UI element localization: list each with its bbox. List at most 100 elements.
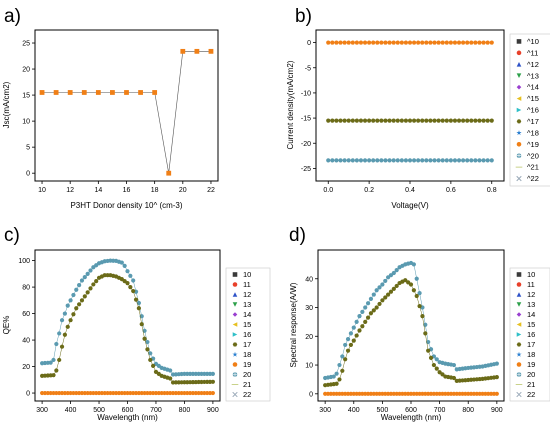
x-tick-label: 600 xyxy=(122,407,134,414)
data-point xyxy=(379,158,384,163)
x-tick-label: 600 xyxy=(405,407,417,414)
data-point xyxy=(437,370,442,375)
x-tick-label: 400 xyxy=(65,407,77,414)
data-point xyxy=(371,118,376,123)
data-point xyxy=(428,158,433,163)
legend-marker xyxy=(232,351,238,357)
data-point xyxy=(71,312,76,317)
data-point xyxy=(387,40,392,45)
data-point xyxy=(71,292,76,298)
data-point xyxy=(436,118,441,123)
data-point xyxy=(345,348,351,353)
legend-label: 13 xyxy=(527,300,535,309)
x-tick-label: 20 xyxy=(179,187,187,194)
data-point xyxy=(473,158,478,163)
data-point xyxy=(395,40,400,45)
legend-marker xyxy=(516,73,522,79)
y-tick-label: 0 xyxy=(26,391,30,398)
data-point xyxy=(194,48,200,54)
data-point xyxy=(451,362,457,368)
legend-marker xyxy=(516,130,522,136)
y-tick-label: 20 xyxy=(22,67,30,74)
data-point xyxy=(48,360,53,365)
data-point xyxy=(431,362,436,368)
data-point xyxy=(399,158,404,163)
data-point xyxy=(414,276,419,281)
data-point xyxy=(358,158,364,163)
data-point xyxy=(136,300,141,306)
data-point xyxy=(489,40,494,45)
x-tick-label: 14 xyxy=(94,187,102,194)
x-tick-label: 18 xyxy=(151,187,159,194)
legend-label: 17 xyxy=(527,340,535,349)
data-point xyxy=(128,273,133,278)
data-point xyxy=(481,158,486,163)
data-point xyxy=(142,328,147,333)
data-point xyxy=(444,118,449,123)
data-point xyxy=(77,283,82,288)
x-tick-label: 0.2 xyxy=(364,187,374,194)
data-point xyxy=(368,296,374,301)
data-point xyxy=(148,351,153,356)
data-point xyxy=(461,158,466,163)
data-point xyxy=(360,309,365,314)
data-point xyxy=(434,357,439,362)
data-point xyxy=(416,40,421,45)
legend-marker xyxy=(232,372,238,377)
data-point xyxy=(387,158,392,163)
data-point xyxy=(420,314,425,319)
legend-marker xyxy=(516,61,522,67)
data-point xyxy=(485,158,490,163)
data-point xyxy=(57,331,62,336)
data-point xyxy=(82,275,87,280)
data-point xyxy=(473,118,478,123)
data-point xyxy=(374,305,379,310)
chart-panel-b: b) 0.0 0.2 0.4 0.6 0.8 0 -5 -10 -15 -20 -25 Voltage(… xyxy=(286,6,550,210)
legend-marker xyxy=(232,391,238,398)
data-point xyxy=(469,40,474,45)
data-point xyxy=(145,339,150,345)
x-tick-label: 700 xyxy=(150,407,162,414)
legend-label: 20 xyxy=(243,370,251,379)
data-point xyxy=(494,361,499,366)
data-point xyxy=(138,90,143,95)
data-point xyxy=(57,357,62,363)
legend-label: 11 xyxy=(243,280,251,289)
data-point xyxy=(395,158,400,163)
data-point xyxy=(416,158,421,163)
data-point xyxy=(110,90,115,95)
data-point xyxy=(375,118,380,123)
data-point xyxy=(380,298,385,303)
legend-label: ^13 xyxy=(527,71,539,80)
data-point xyxy=(461,118,466,123)
x-tick-label: 900 xyxy=(491,407,503,414)
data-point xyxy=(451,375,457,381)
y-tick-label: -5 xyxy=(305,65,311,72)
data-point xyxy=(387,118,392,123)
legend-frame xyxy=(509,267,550,402)
data-point xyxy=(428,118,433,123)
data-point xyxy=(363,319,368,325)
legend-marker xyxy=(232,302,238,307)
legend-marker xyxy=(516,39,522,44)
chart-panel-a: a) 10 12 14 16 18 20 22 0 5 10 15 20 25 P3HT Donor den… xyxy=(2,6,219,210)
data-point xyxy=(343,357,348,362)
legend-marker xyxy=(516,282,522,287)
legend-label: 14 xyxy=(527,310,535,319)
legend-marker xyxy=(232,292,238,297)
data-point xyxy=(334,40,339,45)
data-point xyxy=(448,40,453,45)
legend-marker xyxy=(516,96,522,101)
legend-label: 18 xyxy=(243,350,251,359)
data-point xyxy=(122,263,127,268)
data-point xyxy=(358,40,364,45)
data-point xyxy=(452,158,458,163)
x-tick-label: 800 xyxy=(462,407,474,414)
x-axis-label: Voltage(V) xyxy=(391,201,429,210)
data-point xyxy=(403,118,409,123)
data-point xyxy=(91,282,96,287)
data-point xyxy=(88,268,93,273)
x-tick-label: 10 xyxy=(38,187,46,194)
panel-label: c) xyxy=(4,225,20,246)
legend-label: 19 xyxy=(243,360,251,369)
